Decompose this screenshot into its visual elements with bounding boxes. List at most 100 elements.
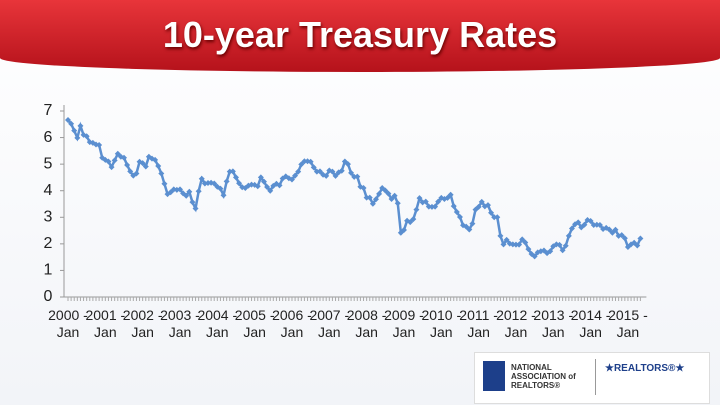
- y-tick-label: 0: [44, 288, 53, 305]
- data-point: [229, 168, 236, 175]
- data-point: [410, 216, 417, 223]
- data-point: [195, 188, 202, 195]
- data-point: [522, 239, 529, 246]
- data-point: [186, 188, 193, 195]
- data-point: [587, 218, 594, 225]
- data-point: [637, 235, 644, 242]
- y-tick-label: 5: [44, 155, 53, 172]
- data-point: [416, 195, 423, 202]
- data-point: [432, 203, 439, 210]
- data-point: [83, 133, 90, 140]
- data-point: [260, 178, 267, 185]
- data-point: [236, 180, 243, 187]
- data-point: [469, 220, 476, 227]
- data-point: [547, 248, 554, 255]
- data-point: [618, 232, 625, 239]
- data-point: [292, 172, 299, 179]
- data-point: [114, 150, 121, 157]
- y-tick-label: 4: [44, 182, 53, 199]
- data-point: [77, 122, 84, 129]
- data-point: [301, 158, 308, 165]
- data-point: [307, 158, 314, 165]
- data-point: [463, 223, 470, 230]
- data-point: [232, 174, 239, 181]
- data-point: [139, 160, 146, 167]
- data-point: [475, 203, 482, 210]
- data-point: [142, 163, 149, 170]
- logo-org: NATIONAL ASSOCIATION of REALTORS®: [511, 363, 576, 390]
- data-point: [65, 117, 71, 124]
- data-point: [152, 156, 159, 163]
- data-point: [494, 214, 501, 221]
- x-tick-label: 2014 - Jan: [570, 307, 611, 340]
- logo: NATIONAL ASSOCIATION of REALTORS® ★REALT…: [474, 352, 710, 404]
- data-point: [298, 161, 305, 168]
- data-point: [516, 241, 523, 248]
- data-point: [105, 158, 112, 165]
- data-point: [503, 236, 510, 243]
- data-point: [453, 208, 460, 215]
- data-point: [612, 226, 619, 233]
- data-point: [68, 120, 75, 127]
- data-point: [329, 168, 336, 175]
- logo-event: ★REALTORS®★: [605, 363, 685, 374]
- data-point: [276, 182, 283, 189]
- x-tick-label: 2000 - Jan: [48, 307, 88, 340]
- data-point: [108, 164, 115, 171]
- data-point: [323, 172, 330, 179]
- x-tick-label: 2005 - Jan: [234, 307, 275, 340]
- data-point: [385, 190, 392, 197]
- data-point: [407, 219, 414, 226]
- data-point: [444, 194, 451, 201]
- data-point: [183, 192, 190, 199]
- data-point: [223, 178, 230, 185]
- data-point: [413, 206, 420, 213]
- data-point: [500, 241, 507, 248]
- data-point: [257, 174, 264, 181]
- data-point: [562, 242, 569, 249]
- data-point: [466, 226, 473, 233]
- data-point: [295, 168, 302, 175]
- data-point: [525, 246, 532, 253]
- data-point: [220, 192, 227, 199]
- x-tick-label: 2012 - Jan: [496, 307, 536, 340]
- data-point: [167, 189, 174, 196]
- data-point: [447, 191, 454, 198]
- series-line: [67, 119, 642, 259]
- data-point: [422, 198, 429, 205]
- data-point: [338, 167, 345, 174]
- x-tick-label: 2011 - Jan: [459, 307, 498, 340]
- data-point: [344, 161, 351, 168]
- data-point: [559, 247, 566, 254]
- data-point: [198, 175, 205, 182]
- data-point: [71, 127, 78, 134]
- chart-title: 10-year Treasury Rates: [162, 14, 558, 55]
- x-tick-label: 2009 - Jan: [384, 307, 424, 340]
- data-point: [366, 194, 373, 201]
- data-point: [111, 157, 118, 164]
- data-point: [606, 226, 613, 233]
- data-point: [316, 168, 323, 175]
- data-point: [133, 170, 140, 177]
- data-point: [96, 142, 103, 149]
- data-point: [484, 202, 491, 209]
- data-point: [189, 199, 196, 206]
- data-point: [512, 241, 519, 248]
- y-tick-label: 2: [44, 235, 53, 252]
- data-point: [127, 168, 134, 175]
- data-point: [310, 164, 317, 171]
- data-point: [391, 192, 398, 199]
- data-point: [254, 183, 261, 190]
- data-point: [348, 169, 355, 176]
- data-point: [376, 190, 383, 197]
- y-tick-label: 1: [44, 262, 53, 279]
- x-tick-label: 2006 - Jan: [272, 307, 312, 340]
- data-point: [519, 236, 526, 243]
- x-tick-label: 2013 - Jan: [533, 307, 574, 340]
- data-point: [369, 200, 376, 207]
- x-tick-label: 2003 - Jan: [160, 307, 200, 340]
- data-point: [360, 185, 367, 192]
- data-point: [267, 187, 274, 194]
- x-tick-label: 2002 - Jan: [122, 307, 163, 340]
